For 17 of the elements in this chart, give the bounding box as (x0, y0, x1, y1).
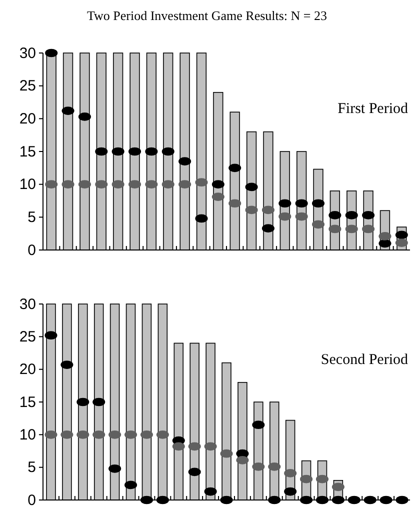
y-tick-label: 30 (19, 44, 36, 62)
y-tick-label: 25 (19, 78, 36, 95)
y-tick-label: 30 (19, 296, 36, 313)
y-tick-label: 5 (28, 208, 36, 226)
annotation: First Period (338, 101, 408, 117)
y-tick-label: 20 (19, 110, 36, 128)
y-tick-label: 0 (28, 242, 36, 259)
annotation: Second Period (320, 352, 408, 368)
chart-title: Two Period Investment Game Results: N = 23 (86, 8, 328, 23)
y-tick-label: 5 (28, 459, 36, 476)
y-tick-label: 25 (19, 328, 36, 346)
y-tick-label: 10 (19, 176, 36, 194)
y-tick-label: 20 (19, 361, 36, 378)
y-tick-label: 15 (19, 143, 36, 160)
y-tick-label: 10 (19, 426, 36, 444)
y-tick-label: 0 (28, 492, 36, 508)
y-tick-label: 15 (19, 394, 36, 411)
